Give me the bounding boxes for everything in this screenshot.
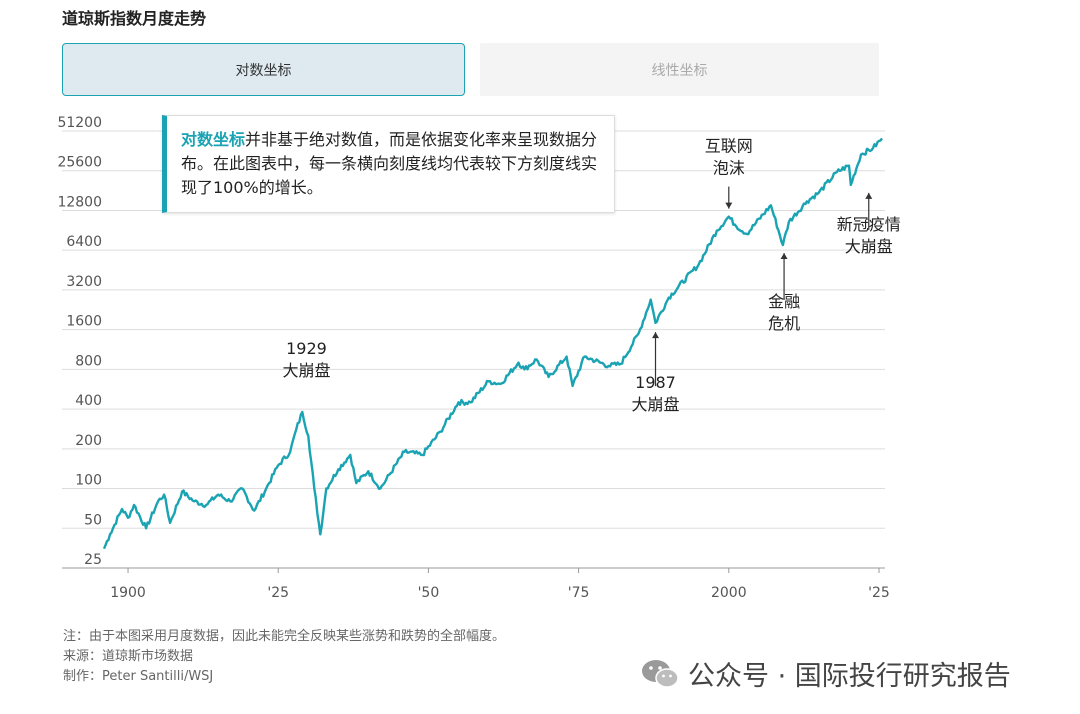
y-tick-label: 200 [75,433,102,449]
footnote-source: 来源：道琼斯市场数据 [63,649,194,664]
y-tick-label: 1600 [66,314,102,330]
wechat-icon [642,659,679,688]
y-tick-label: 25 [84,552,102,568]
x-tick-label: '50 [418,585,440,601]
y-tick-label: 800 [75,353,102,369]
y-tick-label: 50 [84,512,102,528]
x-tick-label: '25 [267,585,289,601]
annotation-label: 互联网泡沫 [705,137,753,178]
y-tick-label: 12800 [57,194,102,210]
tab-linear-scale-label: 线性坐标 [651,62,708,79]
y-tick-label: 25600 [57,155,102,171]
annotation-label: 1987 大崩盘 [631,373,679,414]
tab-log-scale-label: 对数坐标 [235,62,292,79]
tab-linear-scale[interactable]: 线性坐标 [480,43,879,96]
chart-title: 道琼斯指数月度走势 [62,9,207,28]
y-tick-label: 100 [75,473,102,489]
dow-jones-series-line [102,137,883,550]
y-tick-label: 51200 [57,115,102,131]
annotation-label: 1929 大崩盘 [282,339,330,380]
callout-highlight: 对数坐标 [181,130,246,149]
x-tick-label: 2000 [711,585,747,601]
y-tick-label: 400 [75,393,102,409]
annotation-arrowhead [652,332,660,339]
annotation-arrowhead [780,253,788,260]
annotation-label: 金融危机 [768,292,800,333]
footnote-note: 注：由于本图采用月度数据，因此未能完全反映某些涨势和跌势的全部幅度。 [63,629,506,644]
watermark-text: 公众号 · 国际投行研究报告 [688,661,1011,692]
y-tick-label: 6400 [66,234,102,250]
x-tick-label: 1900 [110,585,146,601]
footnote-credit: 制作：Peter Santilli/WSJ [63,669,214,684]
annotation-arrowhead [725,202,733,209]
annotation-label: 新冠疫情大崩盘 [837,215,901,256]
watermark: 公众号 · 国际投行研究报告 [640,654,1011,693]
log-scale-callout: 对数坐标并非基于绝对数值，而是依据变化率来呈现数据分布。在此图表中，每一条横向刻… [162,115,615,213]
x-tick-label: '25 [868,585,890,601]
x-tick-label: '75 [568,585,590,601]
y-tick-label: 3200 [66,274,102,290]
tab-log-scale[interactable]: 对数坐标 [62,43,465,96]
annotation-arrowhead [865,192,873,199]
callout-text: 并非基于绝对数值，而是依据变化率来呈现数据分布。在此图表中，每一条横向刻度线均代… [181,130,598,197]
